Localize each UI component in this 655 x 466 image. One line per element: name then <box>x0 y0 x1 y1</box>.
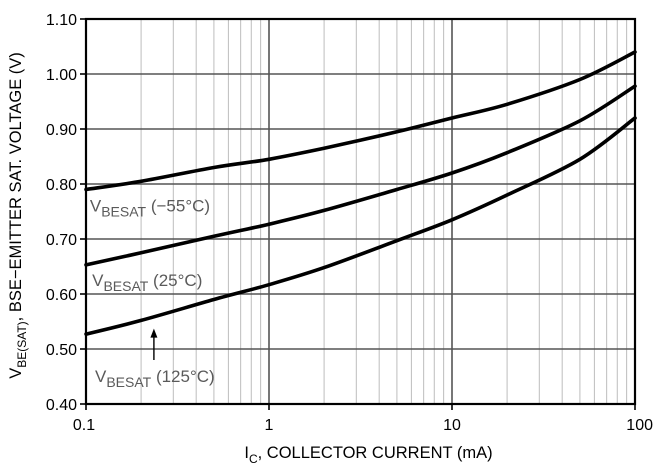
series-label-sub: BESAT <box>106 374 151 390</box>
y-tick-label: 0.70 <box>46 232 77 249</box>
grid <box>86 19 635 404</box>
labels: 0.40 0.50 0.60 0.70 0.80 0.90 1.00 1.10 0.1 1 10 10… <box>7 12 653 466</box>
x-tick-label: 10 <box>443 417 461 434</box>
x-tick-label: 1 <box>265 417 274 434</box>
series-label-sub: BESAT <box>103 278 148 294</box>
x-tick-label: 0.1 <box>73 417 95 434</box>
y-tick-label: 0.50 <box>46 342 77 359</box>
y-tick-label: 0.40 <box>46 397 77 414</box>
series-line-25c <box>84 84 637 267</box>
y-axis-title-main: V <box>7 368 25 379</box>
series-label-125c: VBESAT (125°C) <box>95 367 215 390</box>
plot-frame <box>84 17 637 406</box>
y-tick-label: 0.60 <box>46 287 77 304</box>
series-label-25c: VBESAT (25°C) <box>92 271 202 294</box>
y-axis-title-sub: BE(SAT) <box>15 321 29 367</box>
series-label-rest: (−55°C) <box>146 197 210 216</box>
series-line-125c <box>84 116 637 336</box>
curves <box>84 50 637 336</box>
x-axis-title-sub: C <box>249 452 258 466</box>
series-label-minus55c: VBESAT (−55°C) <box>90 197 210 220</box>
y-axis-title: VBE(SAT), BSE−EMITTER SAT. VOLTAGE (V) <box>7 52 29 379</box>
y-axis-title-rest: , BSE−EMITTER SAT. VOLTAGE (V) <box>7 52 25 321</box>
x-axis-title-main: I <box>244 444 249 462</box>
series-label-arrowhead <box>150 328 158 338</box>
series-label-main: V <box>92 271 104 290</box>
series-label-sub: BESAT <box>101 204 146 220</box>
series-label-main: V <box>95 367 107 386</box>
series-line-minus55c <box>84 50 637 192</box>
x-axis-title-rest: , COLLECTOR CURRENT (mA) <box>258 444 493 462</box>
y-tick-label: 0.80 <box>46 177 77 194</box>
series-labels: VBESAT (−55°C)VBESAT (25°C)VBESAT (125°C… <box>90 197 215 391</box>
ticks <box>80 18 636 410</box>
series-label-rest: (125°C) <box>151 367 214 386</box>
y-tick-label: 1.00 <box>46 67 77 84</box>
series-label-rest: (25°C) <box>148 271 202 290</box>
x-tick-label: 100 <box>626 417 653 434</box>
y-tick-label: 0.90 <box>46 122 77 139</box>
y-tick-label: 1.10 <box>46 12 77 29</box>
x-axis-title: IC, COLLECTOR CURRENT (mA) <box>244 444 492 466</box>
series-label-main: V <box>90 197 102 216</box>
